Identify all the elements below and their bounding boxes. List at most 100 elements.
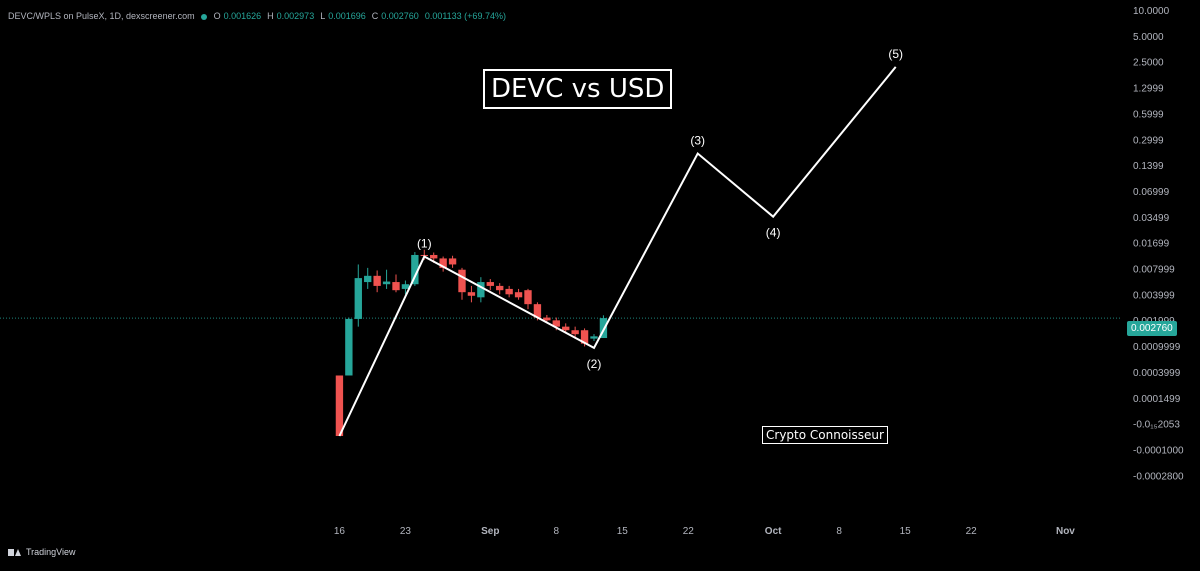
candle-body: [599, 318, 608, 339]
candle-body: [562, 326, 570, 331]
candle: [382, 269, 391, 289]
y-tick-label: 0.06999: [1133, 187, 1170, 198]
candle-body: [345, 318, 353, 376]
x-tick-label: 22: [966, 526, 978, 537]
y-tick-label: 1.2999: [1133, 84, 1164, 95]
candle: [590, 334, 598, 342]
candle: [486, 279, 494, 291]
y-tick-label: -0.0002800: [1133, 471, 1184, 482]
candle-body: [505, 288, 513, 295]
candle-body: [392, 282, 400, 291]
candle-body: [430, 254, 438, 259]
candle: [458, 267, 466, 300]
x-tick-label: 22: [683, 526, 695, 537]
market-status-icon: [200, 14, 207, 20]
y-tick-label: 10.0000: [1133, 6, 1170, 17]
open-value: 0.001626: [223, 11, 262, 21]
candle-body: [552, 320, 560, 327]
candle-body: [448, 258, 457, 265]
candle: [467, 285, 476, 303]
y-tick-label: 0.0009999: [1133, 342, 1181, 353]
candle: [599, 315, 608, 339]
y-tick-label: 5.0000: [1133, 32, 1164, 43]
candle: [477, 277, 485, 303]
credit-annotation[interactable]: Crypto Connoisseur: [762, 426, 888, 444]
y-tick-label: 0.1399: [1133, 161, 1164, 172]
wave-label: (4): [766, 226, 781, 240]
x-tick-label: 8: [554, 526, 560, 537]
x-tick-label: 8: [836, 526, 842, 537]
candle-body: [401, 284, 410, 289]
candle-body: [458, 269, 466, 293]
tradingview-logo[interactable]: TradingView: [8, 547, 76, 557]
x-tick-label: 16: [334, 526, 346, 537]
close-label: C: [371, 11, 379, 21]
wave-label: (3): [690, 133, 705, 147]
candle-body: [486, 282, 494, 286]
candle-body: [571, 330, 579, 335]
candle-body: [496, 285, 504, 291]
candle-body: [439, 258, 447, 268]
symbol-header: DEVC/WPLS on PulseX, 1D, dexscreener.com…: [8, 11, 509, 21]
candle: [401, 280, 410, 295]
candle: [392, 274, 400, 293]
candle: [364, 267, 372, 289]
candle-body: [580, 330, 589, 344]
candle: [373, 270, 381, 293]
chart-title-annotation[interactable]: DEVC vs USD: [483, 69, 673, 109]
y-tick-label: 0.5999: [1133, 109, 1164, 120]
x-axis[interactable]: 16 23 Sep 8 15 22 Oct 8 15 22 Nov: [334, 526, 1075, 537]
y-tick-label: 0.007999: [1133, 265, 1175, 276]
wave-label: (1): [417, 237, 432, 251]
low-value: 0.001696: [328, 11, 366, 21]
low-label: L: [320, 11, 326, 21]
candle: [411, 252, 419, 286]
wave-labels: (1) (2) (3) (4) (5): [417, 47, 903, 371]
candle: [335, 375, 344, 436]
y-tick-label: 0.0001499: [1133, 394, 1181, 405]
candle: [514, 288, 523, 300]
candle: [524, 288, 532, 310]
x-tick-label: Sep: [481, 526, 499, 537]
candle-body: [524, 290, 532, 305]
candle-body: [382, 281, 391, 285]
y-axis[interactable]: 10.0000 5.0000 2.5000 1.2999 0.5999 0.2999 0.1…: [1133, 6, 1184, 482]
high-value: 0.002973: [276, 11, 315, 21]
y-tick-label: 0.003999: [1133, 290, 1175, 301]
tradingview-icon: [8, 548, 22, 557]
x-tick-label: Nov: [1056, 526, 1075, 537]
candle: [562, 323, 570, 333]
candle-body: [590, 336, 598, 339]
x-tick-label: 15: [900, 526, 912, 537]
candle-body: [533, 304, 542, 318]
candle-body: [411, 254, 419, 285]
x-tick-label: 23: [400, 526, 412, 537]
y-tick-label: -0.0₁₅2053: [1133, 420, 1180, 431]
high-label: H: [267, 11, 274, 21]
candle-body: [514, 292, 523, 298]
candle-body: [335, 375, 344, 436]
candles: [335, 249, 608, 436]
candle: [448, 255, 457, 268]
candle-body: [467, 292, 476, 296]
candle: [345, 317, 353, 376]
close-value: 0.002760: [381, 11, 419, 21]
symbol-pair[interactable]: DEVC/WPLS on PulseX, 1D, dexscreener.com: [8, 11, 195, 21]
y-tick-label: 2.5000: [1133, 58, 1164, 69]
wave-line: [338, 66, 897, 437]
x-tick-label: 15: [617, 526, 629, 537]
y-tick-label: 0.03499: [1133, 213, 1170, 224]
elliott-wave-path: [338, 66, 897, 437]
candle-body: [373, 275, 381, 286]
y-tick-label: 0.01699: [1133, 239, 1170, 250]
candle: [439, 256, 447, 272]
candle-body: [354, 278, 362, 319]
open-label: O: [213, 11, 221, 21]
current-price-tag: 0.002760: [1127, 321, 1177, 336]
y-tick-label: -0.0001000: [1133, 445, 1184, 456]
candle-body: [543, 317, 551, 321]
x-tick-label: Oct: [765, 526, 782, 537]
candle: [496, 283, 504, 295]
